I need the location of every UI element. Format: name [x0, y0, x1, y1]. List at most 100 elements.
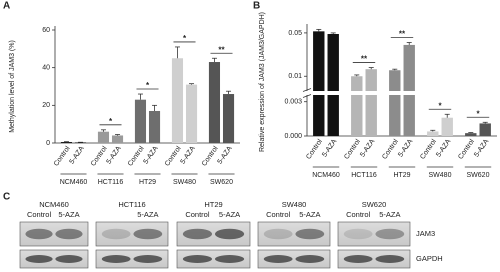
x-tick-label: Control: [90, 145, 109, 168]
blot-band: [182, 255, 213, 263]
x-tick-label: Control: [127, 145, 146, 168]
band-label: JAM3: [416, 229, 435, 238]
blot-band: [101, 228, 131, 240]
x-tick-label: Control: [381, 138, 400, 161]
blot-band: [343, 255, 373, 263]
axis-break: [303, 91, 497, 95]
group-label: NCM460: [312, 172, 340, 179]
x-tick-label: 5-AZA: [397, 138, 414, 159]
bar: [313, 31, 325, 137]
lane-label: 5-AZA: [58, 210, 79, 219]
blot-band: [133, 228, 163, 240]
blot-group-label: HCT116: [118, 200, 145, 209]
blot-band: [263, 228, 293, 240]
break-mark: [302, 94, 312, 98]
blot-band: [214, 228, 245, 240]
significance-mark: *: [476, 109, 480, 118]
y-tick-label: 0.01: [288, 73, 302, 80]
group-label: SW480: [429, 172, 452, 179]
y-tick-label: 0.05: [288, 30, 302, 37]
x-tick-label: 5-AZA: [106, 145, 123, 166]
lane-label: 5-AZA: [379, 210, 400, 219]
x-tick-label: Control: [164, 145, 183, 168]
y-axis-label: Methylation level of JAM3 (%): [9, 40, 16, 133]
x-tick-label: 5-AZA: [217, 145, 234, 166]
bar: [365, 69, 377, 136]
group-label: SW620: [467, 172, 490, 179]
break-mark: [302, 88, 312, 92]
x-tick-label: 5-AZA: [180, 145, 197, 166]
blot-strip: [95, 249, 169, 269]
blot-strip: [337, 221, 411, 247]
lane-label: Control: [346, 210, 371, 219]
lane-label: Control: [185, 210, 210, 219]
bar: [148, 110, 161, 143]
blot-band: [295, 228, 325, 240]
significance-mark: **: [361, 55, 368, 64]
significance-mark: *: [146, 81, 150, 90]
bar: [60, 142, 73, 143]
lane-label: 5-AZA: [219, 210, 240, 219]
bar: [185, 84, 198, 143]
blot-group-label: SW480: [282, 200, 307, 209]
significance-mark: **: [399, 30, 406, 39]
lane-label: 5-AZA: [137, 210, 158, 219]
bar: [97, 131, 110, 143]
group-label: SW620: [210, 179, 233, 186]
blot-band: [375, 228, 405, 240]
bar: [74, 142, 87, 143]
x-tick-label: 5-AZA: [143, 145, 160, 166]
panel-label: C: [3, 192, 10, 203]
blot-group-label: SW620: [362, 200, 387, 209]
y-tick-label: 0.003: [284, 99, 302, 106]
bar: [389, 70, 401, 136]
blot-band: [55, 228, 83, 240]
blot-band: [182, 228, 213, 240]
bar: [134, 99, 147, 143]
bar: [351, 76, 363, 136]
bar: [479, 123, 491, 136]
blot-band: [343, 228, 373, 240]
lane-label: Control: [266, 210, 291, 219]
x-tick-label: 5-AZA: [435, 138, 452, 159]
y-tick-label: 60: [42, 27, 50, 34]
bar: [465, 133, 477, 136]
band-label: GAPDH: [416, 254, 443, 263]
group-label: SW480: [173, 179, 196, 186]
blot-band: [133, 255, 163, 263]
x-tick-label: 5-AZA: [359, 138, 376, 159]
bar: [327, 34, 339, 136]
bar: [427, 131, 439, 136]
y-axis-label: Relative expression of JAM3 (JAM3/GAPDH): [259, 12, 266, 152]
group-label: HT29: [393, 172, 410, 179]
blot-strip: [176, 249, 251, 269]
significance-mark: *: [438, 101, 442, 110]
x-tick-label: Control: [305, 138, 324, 161]
x-tick-label: Control: [201, 145, 220, 168]
blot-band: [55, 255, 83, 263]
blot-band: [263, 255, 293, 263]
y-tick-label: 20: [42, 102, 50, 109]
panel-label: A: [3, 1, 10, 12]
x-tick-label: Control: [343, 138, 362, 161]
blot-band: [214, 255, 245, 263]
bar: [171, 58, 184, 143]
significance-mark: **: [218, 45, 225, 54]
x-tick-label: 5-AZA: [473, 138, 490, 159]
significance-mark: *: [183, 34, 187, 43]
group-label: HT29: [139, 179, 156, 186]
bar: [441, 117, 453, 136]
bar: [111, 135, 124, 143]
bar: [403, 44, 415, 136]
x-tick-label: Control: [53, 145, 72, 168]
group-label: HCT116: [351, 172, 377, 179]
x-tick-label: Control: [457, 138, 476, 161]
significance-mark: *: [109, 117, 113, 126]
group-label: NCM460: [60, 179, 88, 186]
blot-group-label: HT29: [204, 200, 222, 209]
blot-group-label: NCM460: [39, 200, 69, 209]
blot-strip: [337, 249, 411, 269]
group-label: HCT116: [98, 179, 124, 186]
y-tick-label: 0.000: [284, 133, 302, 140]
